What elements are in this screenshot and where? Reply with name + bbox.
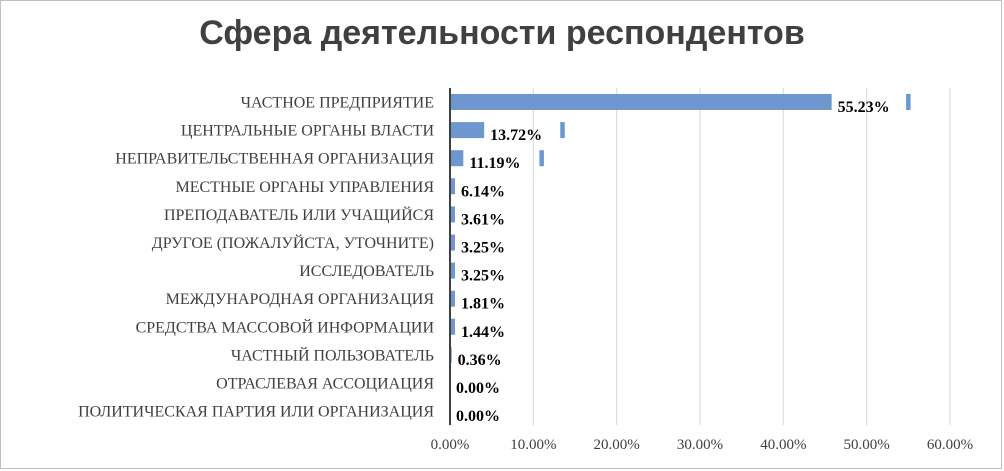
bar-marker (906, 94, 911, 110)
category-label: НЕПРАВИТЕЛЬСТВЕННАЯ ОРГАНИЗАЦИЯ (115, 151, 434, 168)
category-label: СРЕДСТВА МАССОВОЙ ИНФОРМАЦИИ (136, 317, 435, 336)
chart-title: Сфера деятельности респондентов (199, 14, 805, 52)
category-label: ПРЕПОДАВАТЕЛЬ ИЛИ УЧАЩИЙСЯ (164, 205, 434, 224)
x-tick-label: 20.00% (594, 437, 640, 453)
bar (450, 94, 832, 110)
category-label: МЕЖДУНАРОДНАЯ ОРГАНИЗАЦИЯ (166, 291, 435, 308)
category-label: МЕСТНЫЕ ОРГАНЫ УПРАВЛЕНИЯ (175, 179, 434, 196)
data-label: 1.44% (461, 324, 505, 341)
x-tick-label: 60.00% (927, 437, 973, 453)
bar (450, 318, 455, 335)
category-label: ЦЕНТРАЛЬНЫЕ ОРГАНЫ ВЛАСТИ (181, 123, 435, 140)
data-label: 11.19% (469, 155, 520, 172)
bar (450, 178, 455, 195)
data-label: 1.81% (461, 296, 505, 313)
bar (450, 206, 455, 223)
data-label: 13.72% (490, 127, 542, 144)
bar (450, 262, 455, 279)
data-label: 0.00% (456, 408, 500, 425)
category-label: ОТРАСЛЕВАЯ АССОЦИАЦИЯ (216, 376, 434, 393)
data-label: 55.23% (838, 99, 890, 116)
data-label: 3.25% (461, 268, 505, 285)
category-label: ИССЛЕДОВАТЕЛЬ (299, 263, 434, 280)
bar (450, 122, 485, 139)
category-label: ПОЛИТИЧЕСКАЯ ПАРТИЯ ИЛИ ОРГАНИЗАЦИЯ (78, 404, 434, 421)
category-label: ДРУГОЕ (ПОЖАЛУЙСТА, УТОЧНИТЕ) (152, 233, 434, 252)
data-label: 0.00% (456, 380, 500, 397)
bar (450, 290, 455, 307)
data-label: 6.14% (461, 183, 505, 200)
data-label: 3.61% (461, 211, 505, 228)
data-label: 0.36% (458, 352, 502, 369)
bar (450, 234, 455, 251)
category-label: ЧАСТНОЕ ПРЕДПРИЯТИЕ (241, 95, 434, 112)
category-label: ЧАСТНЫЙ ПОЛЬЗОВАТЕЛЬ (231, 345, 434, 364)
bar (450, 150, 464, 167)
x-tick-label: 10.00% (510, 437, 556, 453)
x-tick-label: 30.00% (677, 437, 723, 453)
bar-marker (539, 150, 544, 167)
bar-marker (560, 122, 565, 139)
data-label: 3.25% (461, 240, 505, 257)
x-tick-label: 40.00% (760, 437, 806, 453)
x-tick-label: 0.00% (431, 437, 470, 453)
x-tick-label: 50.00% (844, 437, 890, 453)
